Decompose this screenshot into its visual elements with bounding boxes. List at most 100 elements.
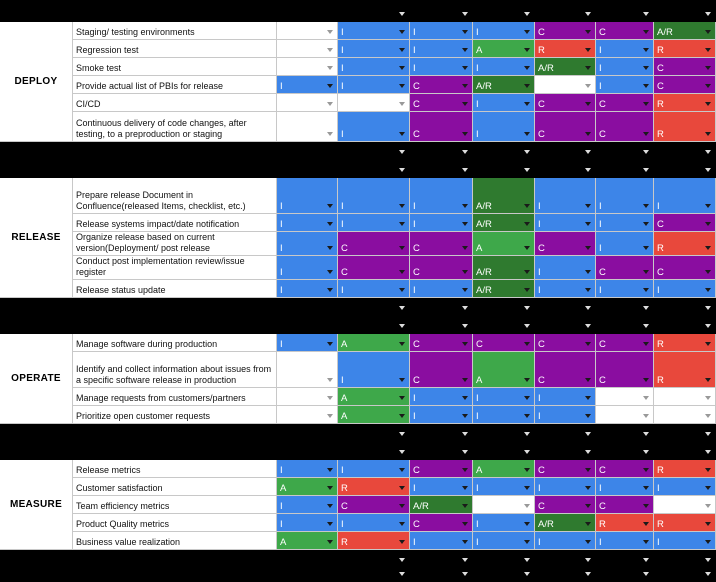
raci-dropdown-cell[interactable]: I bbox=[277, 514, 338, 532]
dropdown-arrow-icon[interactable] bbox=[585, 324, 591, 328]
raci-dropdown-cell[interactable]: C bbox=[654, 214, 716, 232]
raci-dropdown-cell[interactable]: I bbox=[338, 22, 410, 40]
dropdown-arrow-icon[interactable] bbox=[643, 504, 649, 508]
dropdown-arrow-icon[interactable] bbox=[705, 288, 711, 292]
dropdown-arrow-icon[interactable] bbox=[585, 48, 591, 52]
dropdown-arrow-icon[interactable] bbox=[399, 558, 405, 562]
dropdown-arrow-icon[interactable] bbox=[524, 150, 530, 154]
dropdown-arrow-icon[interactable] bbox=[399, 204, 405, 208]
raci-dropdown-cell[interactable]: I bbox=[596, 178, 654, 214]
black-cell[interactable] bbox=[338, 0, 410, 22]
dropdown-arrow-icon[interactable] bbox=[462, 558, 468, 562]
dropdown-arrow-icon[interactable] bbox=[643, 222, 649, 226]
dropdown-arrow-icon[interactable] bbox=[327, 522, 333, 526]
black-cell[interactable] bbox=[338, 424, 410, 442]
dropdown-arrow-icon[interactable] bbox=[524, 414, 530, 418]
dropdown-arrow-icon[interactable] bbox=[327, 468, 333, 472]
dropdown-arrow-icon[interactable] bbox=[643, 414, 649, 418]
raci-dropdown-cell[interactable]: A bbox=[277, 532, 338, 550]
raci-dropdown-cell[interactable] bbox=[654, 496, 716, 514]
dropdown-arrow-icon[interactable] bbox=[524, 342, 530, 346]
raci-dropdown-cell[interactable]: I bbox=[596, 478, 654, 496]
raci-dropdown-cell[interactable]: C bbox=[535, 496, 596, 514]
dropdown-arrow-icon[interactable] bbox=[585, 558, 591, 562]
dropdown-arrow-icon[interactable] bbox=[524, 30, 530, 34]
dropdown-arrow-icon[interactable] bbox=[399, 414, 405, 418]
dropdown-arrow-icon[interactable] bbox=[462, 132, 468, 136]
black-cell[interactable] bbox=[277, 568, 338, 582]
dropdown-arrow-icon[interactable] bbox=[462, 30, 468, 34]
raci-dropdown-cell[interactable]: C bbox=[410, 94, 473, 112]
dropdown-arrow-icon[interactable] bbox=[585, 468, 591, 472]
raci-dropdown-cell[interactable]: C bbox=[654, 76, 716, 94]
dropdown-arrow-icon[interactable] bbox=[705, 572, 711, 576]
dropdown-arrow-icon[interactable] bbox=[462, 48, 468, 52]
dropdown-arrow-icon[interactable] bbox=[462, 414, 468, 418]
raci-dropdown-cell[interactable]: I bbox=[338, 112, 410, 142]
dropdown-arrow-icon[interactable] bbox=[462, 150, 468, 154]
raci-dropdown-cell[interactable]: I bbox=[338, 280, 410, 298]
black-cell[interactable] bbox=[473, 316, 535, 334]
raci-dropdown-cell[interactable]: I bbox=[535, 478, 596, 496]
raci-dropdown-cell[interactable]: I bbox=[277, 280, 338, 298]
black-cell[interactable] bbox=[596, 160, 654, 178]
black-cell[interactable] bbox=[410, 298, 473, 316]
dropdown-arrow-icon[interactable] bbox=[705, 414, 711, 418]
black-cell[interactable] bbox=[277, 0, 338, 22]
raci-dropdown-cell[interactable]: R bbox=[654, 352, 716, 388]
dropdown-arrow-icon[interactable] bbox=[705, 306, 711, 310]
dropdown-arrow-icon[interactable] bbox=[524, 504, 530, 508]
dropdown-arrow-icon[interactable] bbox=[462, 342, 468, 346]
dropdown-arrow-icon[interactable] bbox=[327, 288, 333, 292]
raci-dropdown-cell[interactable] bbox=[338, 94, 410, 112]
dropdown-arrow-icon[interactable] bbox=[524, 222, 530, 226]
dropdown-arrow-icon[interactable] bbox=[327, 30, 333, 34]
raci-dropdown-cell[interactable]: C bbox=[535, 334, 596, 352]
black-cell[interactable] bbox=[596, 424, 654, 442]
dropdown-arrow-icon[interactable] bbox=[462, 522, 468, 526]
dropdown-arrow-icon[interactable] bbox=[327, 48, 333, 52]
dropdown-arrow-icon[interactable] bbox=[705, 522, 711, 526]
dropdown-arrow-icon[interactable] bbox=[524, 84, 530, 88]
dropdown-arrow-icon[interactable] bbox=[585, 204, 591, 208]
dropdown-arrow-icon[interactable] bbox=[462, 504, 468, 508]
black-cell[interactable] bbox=[654, 160, 716, 178]
raci-dropdown-cell[interactable]: C bbox=[596, 94, 654, 112]
dropdown-arrow-icon[interactable] bbox=[399, 342, 405, 346]
dropdown-arrow-icon[interactable] bbox=[643, 168, 649, 172]
dropdown-arrow-icon[interactable] bbox=[705, 132, 711, 136]
dropdown-arrow-icon[interactable] bbox=[643, 246, 649, 250]
dropdown-arrow-icon[interactable] bbox=[399, 48, 405, 52]
raci-dropdown-cell[interactable] bbox=[535, 76, 596, 94]
dropdown-arrow-icon[interactable] bbox=[327, 540, 333, 544]
dropdown-arrow-icon[interactable] bbox=[705, 504, 711, 508]
raci-dropdown-cell[interactable]: C bbox=[596, 334, 654, 352]
dropdown-arrow-icon[interactable] bbox=[705, 84, 711, 88]
dropdown-arrow-icon[interactable] bbox=[643, 150, 649, 154]
raci-dropdown-cell[interactable]: R bbox=[654, 40, 716, 58]
black-cell[interactable] bbox=[535, 568, 596, 582]
dropdown-arrow-icon[interactable] bbox=[327, 414, 333, 418]
raci-dropdown-cell[interactable]: I bbox=[338, 178, 410, 214]
dropdown-arrow-icon[interactable] bbox=[327, 102, 333, 106]
dropdown-arrow-icon[interactable] bbox=[585, 66, 591, 70]
raci-dropdown-cell[interactable] bbox=[277, 22, 338, 40]
dropdown-arrow-icon[interactable] bbox=[462, 102, 468, 106]
dropdown-arrow-icon[interactable] bbox=[524, 288, 530, 292]
dropdown-arrow-icon[interactable] bbox=[585, 342, 591, 346]
raci-dropdown-cell[interactable]: I bbox=[654, 478, 716, 496]
dropdown-arrow-icon[interactable] bbox=[399, 468, 405, 472]
dropdown-arrow-icon[interactable] bbox=[327, 84, 333, 88]
dropdown-arrow-icon[interactable] bbox=[524, 204, 530, 208]
dropdown-arrow-icon[interactable] bbox=[399, 66, 405, 70]
dropdown-arrow-icon[interactable] bbox=[327, 504, 333, 508]
raci-dropdown-cell[interactable] bbox=[277, 40, 338, 58]
dropdown-arrow-icon[interactable] bbox=[643, 486, 649, 490]
dropdown-arrow-icon[interactable] bbox=[462, 84, 468, 88]
raci-dropdown-cell[interactable]: C bbox=[410, 352, 473, 388]
raci-dropdown-cell[interactable]: I bbox=[596, 40, 654, 58]
dropdown-arrow-icon[interactable] bbox=[643, 396, 649, 400]
black-cell[interactable] bbox=[654, 550, 716, 568]
raci-dropdown-cell[interactable]: I bbox=[535, 256, 596, 280]
dropdown-arrow-icon[interactable] bbox=[524, 540, 530, 544]
